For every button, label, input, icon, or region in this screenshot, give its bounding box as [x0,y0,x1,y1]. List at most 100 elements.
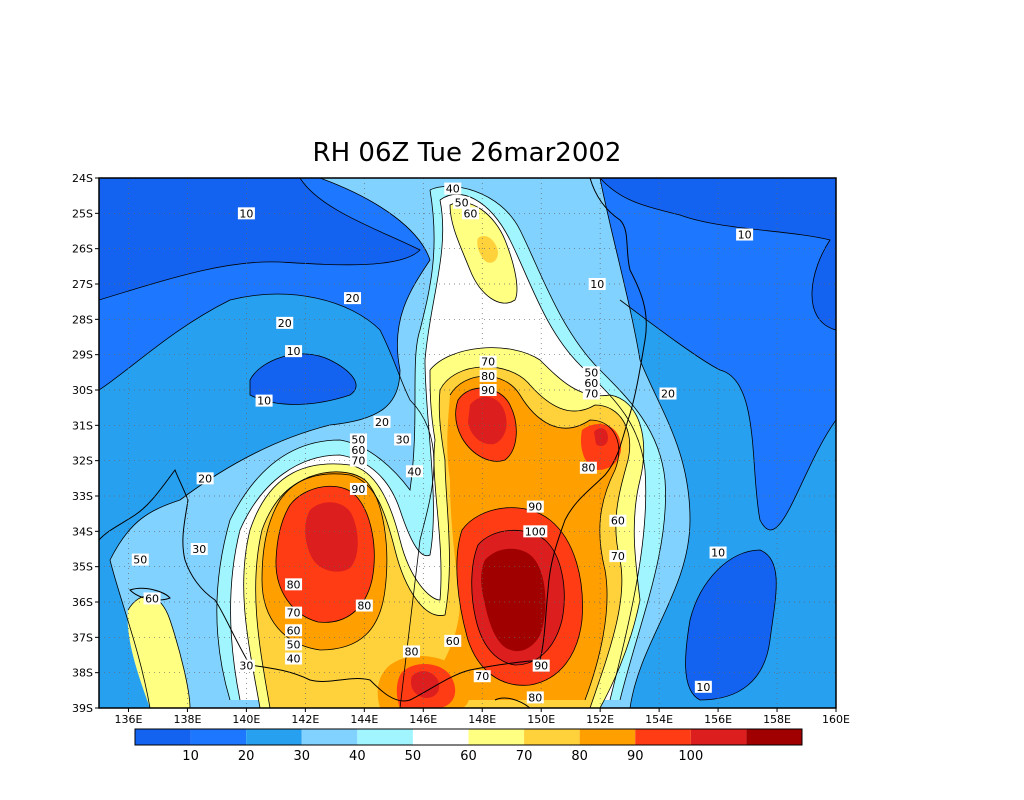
contour-label-bg [349,433,367,446]
contour-label-text: 50 [133,554,147,567]
contour-label: 50 [582,366,600,379]
contour-label-bg [582,387,600,400]
contour-label-text: 50 [287,638,301,651]
contour-label-bg [479,369,497,382]
contour-label: 60 [444,634,462,648]
x-tick-label: 150E [527,713,555,726]
contour-label-bg [444,634,462,647]
contour-label-bg [285,578,303,591]
contour-label: 60 [461,207,479,220]
contour-line-60-west [243,369,442,708]
x-tick-label: 136E [115,713,143,726]
contour-label-text: 40 [446,183,460,196]
contour-label-text: 80 [404,645,418,658]
y-tick-label: 36S [72,596,93,609]
contour-line-10-west [249,353,357,405]
coastline-south-victoria [249,659,541,702]
contour-label-bg [453,196,471,209]
contour-label: 70 [473,670,491,683]
contour-line-10-se [685,549,777,701]
contour-label: 100 [523,525,548,538]
contour-label-text: 20 [278,317,292,330]
contour-label: 90 [532,659,550,673]
contour-label: 80 [355,599,373,613]
contour-label: 60 [582,376,600,390]
band-over-100-west [305,502,358,572]
contour-label: 90 [526,500,544,514]
contour-label-bg [285,606,303,619]
contour-label-text: 70 [475,670,489,683]
contour-label-bg [402,645,420,658]
band-over-100-south [410,671,440,698]
contour-line-30-east [599,178,691,708]
colorbar-swatch [579,729,636,745]
contour-labels: 1010102020101020304020204050605060707080… [131,182,754,704]
colorbar-swatch [357,729,413,745]
contour-label-text: 20 [198,472,212,485]
contour-label: 40 [285,652,303,666]
contour-label-text: 10 [696,681,710,694]
contour-label-bg [349,444,367,457]
contour-line-40 [216,189,435,701]
contour-label-text: 80 [481,370,495,383]
contour-label-text: 80 [581,462,595,475]
contour-label-text: 10 [239,207,253,220]
contour-label-bg [394,433,412,446]
contour-label: 30 [190,543,208,556]
colorbar-label: 50 [405,749,422,764]
contour-label-text: 50 [351,433,365,446]
x-tick-label: 144E [350,713,378,726]
contour-label-text: 50 [455,197,469,210]
contour-label-text: 80 [287,578,301,591]
contour-line-70-west [255,389,450,708]
contour-line-20-east [619,299,836,531]
band-90-100-ne [580,424,622,470]
contour-label-text: 70 [584,388,598,401]
contour-label-text: 60 [287,624,301,637]
colorbar-label: 100 [678,749,703,764]
coastline-tasmania-north [494,697,531,708]
contour-label: 80 [285,578,303,591]
x-tick-label: 154E [645,713,673,726]
y-tick-label: 35S [72,561,93,574]
y-tick-label: 30S [72,384,93,397]
contour-label: 50 [453,196,471,210]
y-tick-label: 29S [72,349,93,362]
contour-label-bg [736,228,754,241]
contour-label: 60 [285,624,303,637]
y-tick-label: 33S [72,490,93,503]
contour-label-bg [609,514,627,527]
contour-label-bg [355,599,373,612]
colorbar-label: 30 [293,749,310,764]
x-tick-label: 160E [822,713,850,726]
contour-label: 50 [349,433,367,446]
band-under-10-nw [99,178,420,300]
contour-label-bg [276,316,294,329]
x-tick-label: 140E [232,713,260,726]
contour-label: 70 [349,454,367,468]
contour-label-text: 70 [287,607,301,620]
y-tick-label: 27S [72,278,93,291]
y-tick-label: 25S [72,207,93,220]
contour-label-bg [255,394,273,407]
contour-line-10-ne [599,178,836,331]
contour-label: 20 [659,387,677,401]
contour-label: 40 [405,465,423,478]
contour-label-text: 30 [192,543,206,556]
contour-label-text: 10 [287,345,301,358]
contour-label: 80 [402,645,420,658]
contour-line-40-east [429,186,666,701]
colorbar-label: 40 [349,749,366,764]
contour-label: 30 [394,433,412,446]
contour-label-bg [479,355,497,368]
contour-label-bg [349,454,367,467]
contour-label: 80 [579,461,597,475]
contour-label-bg [526,691,544,704]
contour-label: 60 [143,592,161,605]
map-title: RH 06Z Tue 26mar2002 [312,138,622,168]
colorbar-swatch [468,729,525,745]
contour-label: 10 [694,680,712,694]
contour-label-text: 70 [481,356,495,369]
contour-label-text: 60 [463,207,477,220]
contour-label-bg [694,680,712,693]
